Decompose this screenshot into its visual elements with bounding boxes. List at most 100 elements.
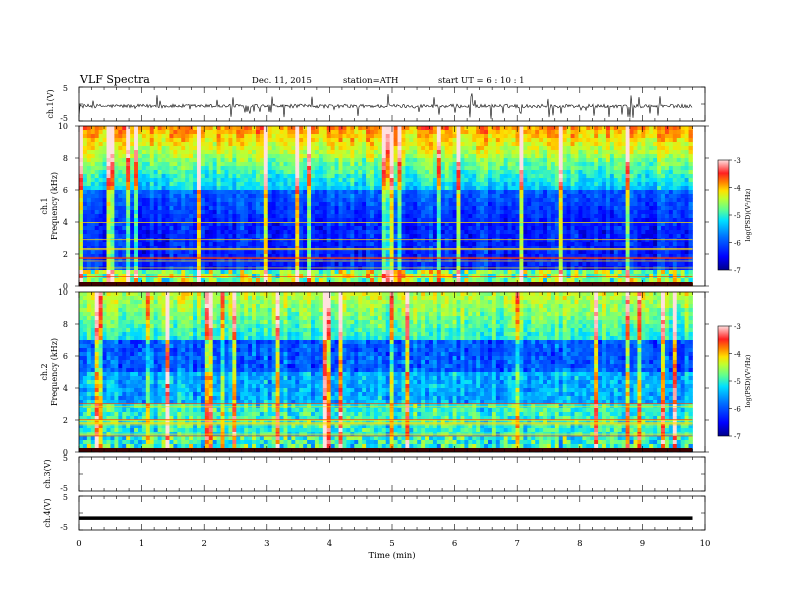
spectrogram-cell — [444, 158, 450, 163]
spectrogram-cell — [381, 158, 387, 163]
spectrogram-cell — [224, 230, 229, 235]
spectrogram-cell — [212, 242, 218, 247]
spectrogram-cell — [220, 178, 225, 183]
spectrogram-cell — [405, 182, 410, 187]
spectrogram-cell — [82, 202, 88, 207]
spectrogram-cell — [208, 134, 214, 139]
spectrogram-cell — [523, 226, 528, 231]
spectrogram-cell — [291, 162, 296, 167]
spectrogram-cell — [98, 194, 103, 199]
spectrogram-cell — [244, 150, 249, 155]
spectrogram-cell — [82, 194, 88, 199]
spectrogram-cell — [456, 262, 461, 267]
spectrogram-cell — [562, 218, 568, 223]
spectrogram-cell — [208, 158, 214, 163]
spectrogram-cell — [326, 234, 332, 239]
spectrogram-cell — [98, 270, 103, 275]
spectrogram-cell — [432, 218, 438, 223]
spectrogram-cell — [484, 250, 489, 255]
spectrogram-cell — [554, 254, 560, 259]
spectrogram-cell — [491, 250, 497, 255]
spectrogram-cell — [267, 202, 273, 207]
spectrogram-cell — [413, 222, 418, 227]
spectrogram-cell — [346, 262, 351, 267]
spectrogram-cell — [295, 278, 300, 283]
spectrogram-cell — [464, 130, 469, 135]
spectrogram-cell — [204, 130, 210, 135]
spectrogram-cell — [393, 218, 398, 223]
spectrogram-cell — [118, 142, 123, 147]
spectrogram-cell — [263, 174, 269, 179]
spectrogram-cell — [275, 126, 280, 131]
spectrogram-cell — [370, 186, 375, 191]
spectrogram-cell — [173, 134, 178, 139]
spectrogram-cell — [393, 250, 398, 255]
spectrogram-cell — [393, 154, 398, 159]
spectrogram-cell — [177, 166, 182, 171]
spectrogram-cell — [181, 210, 186, 215]
spectrogram-cell — [444, 226, 450, 231]
spectrogram-cell — [413, 190, 418, 195]
spectrogram-cell — [558, 138, 564, 143]
spectrogram-cell — [228, 182, 233, 187]
spectrogram-cell — [495, 242, 501, 247]
spectrogram-cell — [393, 202, 398, 207]
spectrogram-cell — [448, 178, 453, 183]
spectrogram-cell — [539, 134, 544, 139]
spectrogram-cell — [491, 194, 497, 199]
spectrogram-cell — [452, 130, 457, 135]
spectrogram-cell — [456, 258, 461, 263]
spectrogram-cell — [421, 190, 426, 195]
spectrogram-cell — [354, 198, 359, 203]
spectrogram-cell — [519, 170, 524, 175]
spectrogram-cell — [287, 190, 292, 195]
spectrogram-cell — [79, 134, 84, 139]
spectrogram-cell — [165, 202, 170, 207]
spectrogram-cell — [491, 134, 497, 139]
spectrogram-cell — [393, 234, 398, 239]
spectrogram-cell — [271, 170, 277, 175]
spectrogram-cell — [102, 210, 107, 215]
spectrogram-cell — [476, 250, 481, 255]
spectrogram-cell — [448, 194, 453, 199]
spectrogram-cell — [255, 206, 261, 211]
spectrogram-cell — [425, 174, 430, 179]
spectrogram-cell — [181, 242, 186, 247]
spectrogram-cell — [279, 186, 284, 191]
spectrogram-cell — [82, 186, 88, 191]
spectrogram-cell — [165, 178, 170, 183]
spectrogram-cell — [275, 166, 280, 171]
spectrogram-cell — [558, 134, 564, 139]
spectrogram-cell — [550, 226, 556, 231]
spectrogram-cell — [177, 262, 182, 267]
spectrogram-cell — [220, 134, 225, 139]
spectrogram-cell — [389, 134, 394, 139]
spectrogram-cell — [291, 190, 296, 195]
spectrogram-cell — [452, 242, 457, 247]
spectrogram-cell — [240, 190, 245, 195]
spectrogram-cell — [169, 226, 174, 231]
spectrogram-cell — [204, 218, 210, 223]
spectrogram-cell — [145, 258, 151, 263]
spectrogram-cell — [539, 226, 544, 231]
spectrogram-cell — [157, 174, 162, 179]
spectrogram-cell — [189, 254, 194, 259]
spectrogram-cell — [413, 270, 418, 275]
spectrogram-cell — [480, 250, 485, 255]
spectrogram-cell — [425, 198, 430, 203]
spectrogram-cell — [303, 234, 308, 239]
spectrogram-cell — [200, 254, 206, 259]
spectrogram-cell — [307, 146, 312, 151]
spectrogram-cell — [236, 234, 241, 239]
spectrogram-cell — [208, 270, 214, 275]
spectrogram-cell — [401, 238, 406, 243]
spectrogram-cell — [405, 222, 410, 227]
spectrogram-cell — [134, 218, 139, 223]
spectrogram-cell — [519, 222, 524, 227]
spectrogram-cell — [377, 182, 383, 187]
spectrogram-cell — [90, 234, 96, 239]
spectrogram-cell — [165, 206, 170, 211]
spectrogram-cell — [240, 214, 245, 219]
spectrogram-cell — [212, 142, 218, 147]
spectrogram-cell — [314, 254, 320, 259]
